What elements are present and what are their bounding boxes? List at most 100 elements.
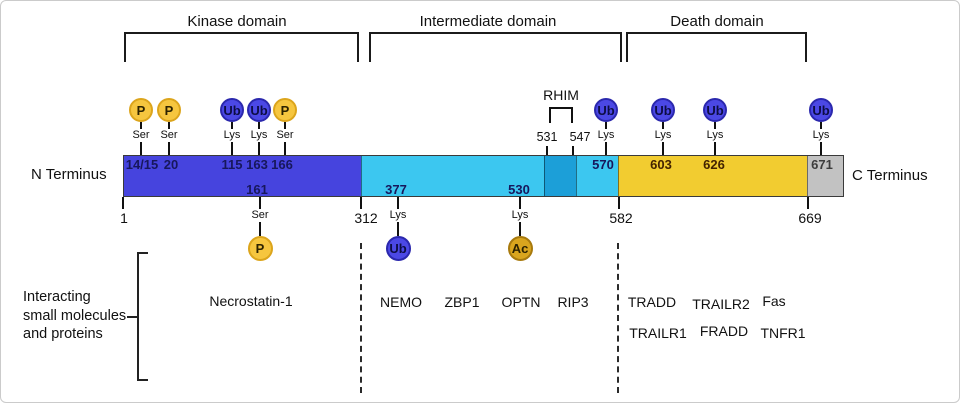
badge-letter: P — [280, 102, 290, 118]
divider-dashed-kinase-intermediate — [360, 243, 362, 393]
ptm-marker-lys115: Ub Lys — [212, 98, 252, 155]
connector-line — [258, 122, 260, 129]
protein-bar — [123, 155, 844, 197]
ptm-marker-lys377: Lys Ub — [378, 197, 418, 261]
ubiquitin-icon: Ub — [703, 98, 727, 122]
partner-trailr2: TRAILR2 — [692, 296, 750, 312]
death-domain-label: Death domain — [670, 13, 764, 30]
interacting-bracket-tick — [127, 316, 138, 318]
kinase-domain-label: Kinase domain — [187, 13, 287, 30]
ubiquitin-icon: Ub — [385, 236, 411, 261]
residue-label: Lys — [706, 129, 724, 141]
ptm-marker-ser14-15: P Ser — [121, 98, 161, 155]
position-163: 163 — [246, 157, 268, 172]
position-115: 115 — [221, 157, 243, 172]
rhim-start-position: 531 — [536, 130, 558, 144]
badge-letter: Ub — [223, 102, 241, 118]
badge-letter: Ub — [597, 102, 615, 118]
connector-line — [605, 142, 607, 155]
position-530: 530 — [508, 182, 530, 197]
partner-optn: OPTN — [501, 294, 541, 310]
axis-tick-669 — [807, 197, 809, 209]
badge-letter: P — [136, 102, 146, 118]
divider-dashed-intermediate-death — [617, 243, 619, 393]
connector-line — [284, 122, 286, 129]
ubiquitin-icon: Ub — [220, 98, 244, 122]
ptm-marker-lys570: Ub Lys — [586, 98, 626, 155]
residue-label: Lys — [511, 209, 529, 221]
rhim-end-position: 547 — [569, 130, 591, 144]
intermediate-domain-label: Intermediate domain — [419, 13, 557, 30]
interacting-caption: Interacting small molecules and proteins — [23, 288, 126, 344]
ptm-marker-lys603: Ub Lys — [643, 98, 683, 155]
residue-label: Lys — [223, 129, 241, 141]
ubiquitin-icon: Ub — [247, 98, 271, 122]
residue-label: Ser — [251, 209, 269, 221]
connector-line — [140, 122, 142, 129]
kinase-domain-bracket — [124, 32, 359, 62]
connector-line — [397, 197, 399, 209]
badge-letter: Ub — [250, 102, 268, 118]
connector-line — [258, 142, 260, 155]
death-domain-bracket — [626, 32, 807, 62]
connector-line — [168, 122, 170, 129]
axis-tick-312 — [360, 197, 362, 209]
residue-label: Ser — [160, 129, 178, 141]
death-domain-segment — [617, 156, 808, 196]
residue-label: Lys — [812, 129, 830, 141]
acetyl-icon: Ac — [507, 236, 533, 261]
axis-number-582: 582 — [609, 210, 633, 226]
partner-necrostatin-1: Necrostatin-1 — [209, 293, 293, 309]
phospho-icon: P — [129, 98, 153, 122]
axis-number-312: 312 — [354, 210, 378, 226]
partner-fas: Fas — [762, 293, 786, 309]
kinase-domain-segment — [124, 156, 362, 196]
connector-line — [662, 142, 664, 155]
partner-rip3: RIP3 — [557, 294, 589, 310]
ptm-marker-lys530: Lys Ac — [500, 197, 540, 261]
residue-label: Lys — [654, 129, 672, 141]
badge-letter: Ub — [812, 102, 830, 118]
partner-fradd: FRADD — [699, 323, 749, 339]
connector-line — [820, 142, 822, 155]
c-terminal-segment — [807, 156, 843, 196]
ptm-marker-ser166: P Ser — [265, 98, 305, 155]
ubiquitin-icon: Ub — [594, 98, 618, 122]
connector-line — [140, 142, 142, 155]
axis-number-1: 1 — [120, 210, 128, 226]
position-603: 603 — [650, 157, 672, 172]
position-626: 626 — [703, 157, 725, 172]
residue-label: Lys — [250, 129, 268, 141]
connector-line — [259, 222, 261, 236]
connector-line — [231, 122, 233, 129]
intermediate-domain-segment — [361, 156, 544, 196]
connector-line — [168, 142, 170, 155]
partner-zbp1: ZBP1 — [444, 294, 480, 310]
ptm-marker-lys671: Ub Lys — [801, 98, 841, 155]
badge-letter: Ub — [706, 102, 724, 118]
connector-line — [259, 197, 261, 209]
badge-letter: P — [164, 102, 174, 118]
rhim-label: RHIM — [543, 87, 579, 103]
residue-label: Ser — [276, 129, 294, 141]
position-20: 20 — [163, 157, 179, 172]
intermediate-domain-segment-2 — [575, 156, 618, 196]
connector-line — [605, 122, 607, 129]
position-166: 166 — [271, 157, 293, 172]
connector-line — [397, 222, 399, 236]
connector-line — [662, 122, 664, 129]
connector-line — [284, 142, 286, 155]
residue-label: Ser — [132, 129, 150, 141]
intermediate-domain-bracket — [369, 32, 622, 62]
partner-tnfr1: TNFR1 — [760, 325, 806, 341]
position-570: 570 — [592, 157, 614, 172]
n-terminus-label: N Terminus — [31, 166, 107, 183]
badge-letter: P — [255, 241, 265, 256]
partner-tradd: TRADD — [627, 294, 677, 310]
badge-letter: Ub — [389, 241, 407, 256]
connector-line — [231, 142, 233, 155]
interacting-bracket — [137, 252, 148, 381]
ptm-marker-lys626: Ub Lys — [695, 98, 735, 155]
caption-line: Interacting — [23, 289, 91, 305]
